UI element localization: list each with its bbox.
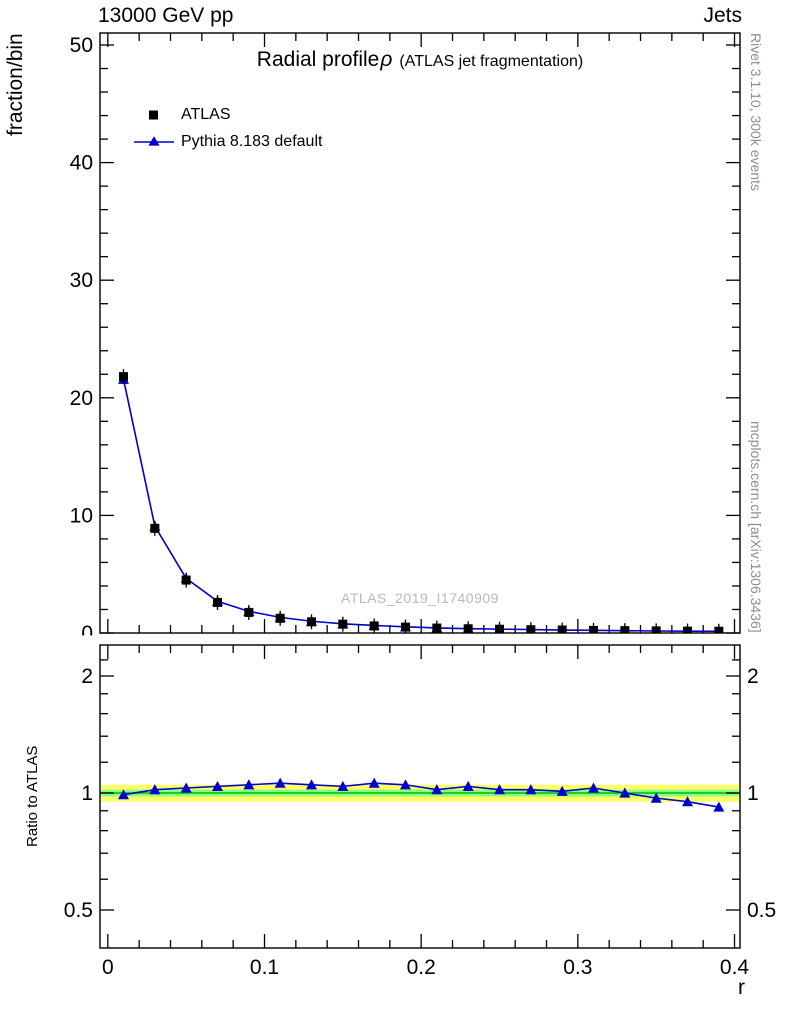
svg-text:10: 10 bbox=[70, 504, 93, 527]
observable-symbol: ρ bbox=[380, 48, 393, 71]
svg-text:0.5: 0.5 bbox=[747, 899, 776, 922]
legend-item-pythia: Pythia 8.183 default bbox=[133, 128, 322, 155]
atlas-square-marker-icon bbox=[149, 110, 158, 119]
legend-item-atlas: ATLAS bbox=[133, 101, 322, 128]
process-label: Jets bbox=[703, 4, 742, 27]
plot-title: Radial profileρ (ATLAS jet fragmentation) bbox=[100, 48, 740, 72]
svg-text:50: 50 bbox=[70, 34, 93, 57]
beam-energy-label: 13000 GeV pp bbox=[98, 4, 234, 27]
svg-text:0.2: 0.2 bbox=[407, 956, 436, 979]
svg-text:1: 1 bbox=[747, 782, 759, 805]
plot-title-text: Radial profile bbox=[256, 48, 380, 71]
svg-text:20: 20 bbox=[70, 387, 93, 410]
x-axis-title: r bbox=[738, 976, 745, 999]
svg-text:2: 2 bbox=[81, 665, 93, 688]
svg-text:0.5: 0.5 bbox=[64, 899, 93, 922]
svg-text:0.3: 0.3 bbox=[563, 956, 592, 979]
ratio-y-axis-title: Ratio to ATLAS bbox=[24, 745, 41, 848]
legend-label-atlas: ATLAS bbox=[181, 105, 231, 123]
mcplots-arxiv-note: mcplots.cern.ch [arXiv:1306.3436] bbox=[748, 421, 764, 633]
analysis-id-watermark: ATLAS_2019_I1740909 bbox=[341, 590, 499, 606]
plot-title-subtext: (ATLAS jet fragmentation) bbox=[399, 53, 584, 70]
legend-label-pythia: Pythia 8.183 default bbox=[181, 132, 323, 150]
svg-text:30: 30 bbox=[70, 269, 93, 292]
svg-text:1: 1 bbox=[81, 782, 93, 805]
main-y-axis-title: fraction/bin bbox=[4, 33, 27, 136]
svg-text:0: 0 bbox=[102, 956, 114, 979]
svg-text:0.4: 0.4 bbox=[720, 956, 750, 979]
svg-text:0: 0 bbox=[81, 622, 93, 645]
svg-text:2: 2 bbox=[747, 665, 759, 688]
pythia-line-triangle-marker-icon bbox=[134, 135, 174, 146]
legend: ATLAS Pythia 8.183 default bbox=[133, 101, 322, 155]
svg-text:40: 40 bbox=[70, 152, 93, 175]
svg-text:0.1: 0.1 bbox=[250, 956, 279, 979]
rivet-version-note: Rivet 3.1.10, 300k events bbox=[748, 33, 764, 191]
